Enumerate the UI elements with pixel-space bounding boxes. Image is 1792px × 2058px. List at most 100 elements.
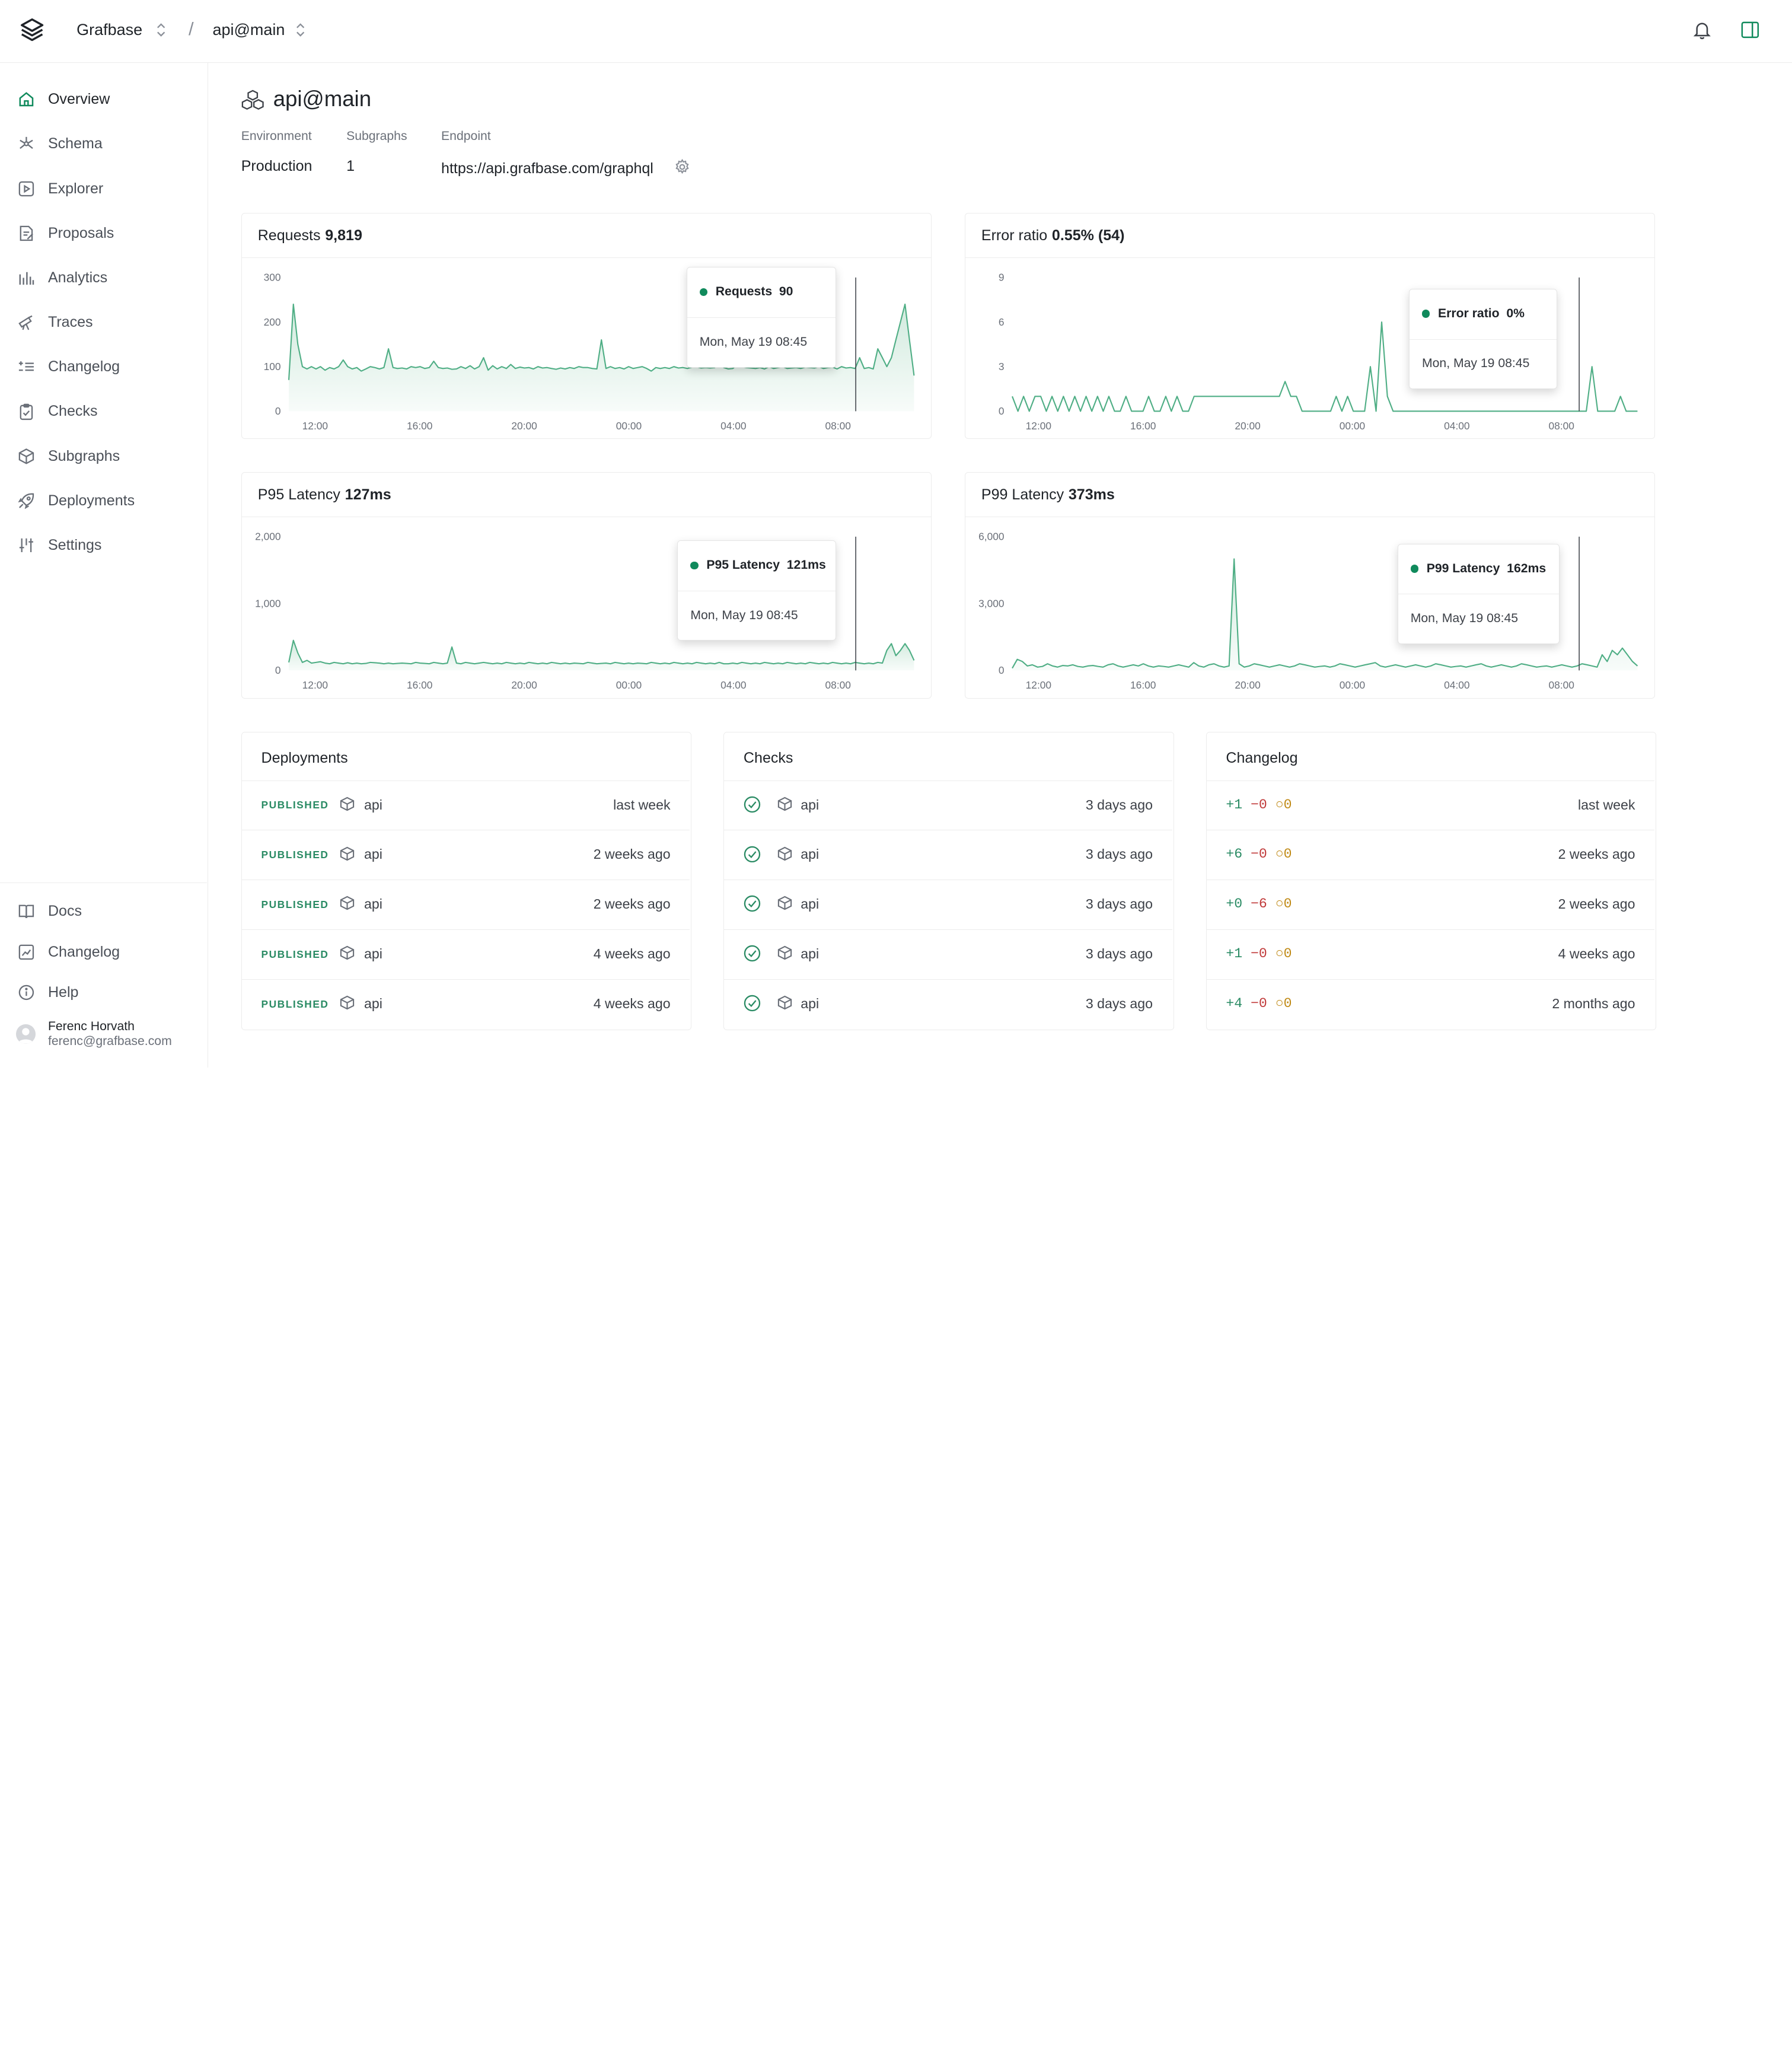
sidebar-item-label: Analytics: [47, 269, 108, 286]
endpoint-value[interactable]: https://api.grafbase.com/graphql: [441, 160, 653, 177]
org-switcher-label[interactable]: Grafbase: [76, 20, 143, 39]
book-icon: [18, 904, 34, 918]
tooltip-date: Mon, May 19 08:45: [690, 608, 798, 622]
changelog-row[interactable]: +0 −6 ○0 2 weeks ago: [1206, 880, 1655, 929]
x-tick-label: 04:00: [1444, 679, 1469, 691]
card-title-label: P99 Latency: [981, 486, 1064, 504]
change-counts: +1 −0 ○0: [1226, 797, 1292, 813]
changelog-icon: [18, 361, 34, 371]
added-count: +1: [1226, 946, 1243, 962]
cube-icon: [777, 995, 792, 1010]
tooltip-value: 0%: [1506, 306, 1525, 320]
panel-toggle-icon[interactable]: [1740, 20, 1761, 40]
error-ratio-tooltip: Error ratio 0% Mon, May 19 08:45: [1408, 288, 1558, 390]
sidebar-item-deployments[interactable]: Deployments: [0, 483, 207, 518]
removed-count: −6: [1251, 896, 1267, 912]
tooltip-value: 90: [779, 285, 793, 299]
user-email: ferenc@grafbase.com: [47, 1034, 172, 1049]
sidebar-item-changelog-bottom[interactable]: Changelog: [0, 935, 207, 970]
deployment-row[interactable]: PUBLISHED api 4 weeks ago: [241, 979, 690, 1028]
series-dot: [1422, 310, 1430, 318]
p99-latency-chart[interactable]: 0 3,000 6,000 12:00 16:00 20:00 00:00 04:00 08:0…: [965, 518, 1653, 697]
deployment-row[interactable]: PUBLISHED api 4 weeks ago: [241, 929, 690, 979]
deployment-row[interactable]: PUBLISHED api last week: [241, 780, 690, 830]
p95-latency-chart[interactable]: 0 1,000 2,000 12:00 16:00 20:00 00:00 04:00 08:0…: [242, 518, 930, 697]
row-timestamp: 2 weeks ago: [593, 896, 671, 912]
status-badge: PUBLISHED: [261, 998, 329, 1010]
branch-switcher-label[interactable]: api@main: [212, 20, 285, 39]
tooltip-label: Requests 90: [716, 285, 793, 299]
sidebar-item-checks[interactable]: Checks: [0, 394, 207, 429]
y-tick-label: 300: [263, 271, 280, 283]
removed-count: −0: [1251, 996, 1267, 1011]
row-timestamp: 3 days ago: [1085, 797, 1153, 813]
row-timestamp: 2 weeks ago: [1558, 896, 1635, 912]
home-icon: [19, 92, 34, 107]
cube-icon: [340, 945, 354, 960]
series-dot: [690, 561, 699, 569]
tooltip-header: [687, 267, 836, 318]
changelog-row[interactable]: +1 −0 ○0 last week: [1206, 780, 1655, 830]
check-circle-icon: [744, 945, 761, 962]
cube-icon: [340, 797, 354, 811]
sidebar-item-settings[interactable]: Settings: [0, 528, 207, 563]
sidebar-item-docs[interactable]: Docs: [0, 894, 207, 928]
check-row[interactable]: api 3 days ago: [724, 979, 1172, 1028]
removed-count: −0: [1251, 946, 1267, 962]
sidebar-item-overview[interactable]: Overview: [0, 82, 207, 117]
row-timestamp: 3 days ago: [1085, 896, 1153, 912]
subgraph-name: api: [801, 797, 820, 813]
tooltip-series: P95 Latency: [706, 557, 780, 572]
cube-icon: [340, 995, 354, 1010]
tooltip-header: [1409, 289, 1557, 340]
sidebar-item-explorer[interactable]: Explorer: [0, 171, 207, 206]
cube-icon: [340, 846, 354, 861]
check-row[interactable]: api 3 days ago: [724, 780, 1172, 830]
changelog-row[interactable]: +1 −0 ○0 4 weeks ago: [1206, 929, 1655, 979]
tooltip-date: Mon, May 19 08:45: [1422, 356, 1530, 371]
deployments-title: Deployments: [261, 749, 348, 766]
subgraph-name: api: [801, 896, 820, 912]
changelog-card: Changelog +1 −0 ○0 last week +6 −0 ○0 2 wee…: [1206, 731, 1657, 1030]
breadcrumb-separator: /: [189, 18, 194, 39]
sidebar-item-analytics[interactable]: Analytics: [0, 260, 207, 295]
sidebar-item-changelog[interactable]: Changelog: [0, 350, 207, 384]
sidebar-item-traces[interactable]: Traces: [0, 305, 207, 340]
check-row[interactable]: api 3 days ago: [724, 880, 1172, 929]
x-tick-label: 08:00: [825, 420, 850, 432]
deployment-row[interactable]: PUBLISHED api 2 weeks ago: [241, 880, 690, 929]
sidebar-item-label: Changelog: [47, 944, 120, 961]
changelog-row[interactable]: +6 −0 ○0 2 weeks ago: [1206, 830, 1655, 879]
changelog-row[interactable]: +4 −0 ○0 2 months ago: [1206, 979, 1655, 1028]
y-tick-label: 2,000: [255, 531, 280, 543]
branch-switcher-chevron-icon[interactable]: [295, 22, 306, 38]
check-row[interactable]: api 3 days ago: [724, 929, 1172, 979]
x-tick-label: 20:00: [511, 420, 537, 432]
org-switcher-chevron-icon[interactable]: [155, 22, 167, 38]
tooltip-header: [678, 541, 836, 591]
sidebar-item-subgraphs[interactable]: Subgraphs: [0, 439, 207, 473]
deployment-row[interactable]: PUBLISHED api 2 weeks ago: [241, 830, 690, 879]
p99-latency-card: P99 Latency 373ms 0 3,000 6,000 12:00 16:00 20…: [964, 472, 1656, 699]
subgraph-name: api: [801, 846, 820, 862]
bell-icon[interactable]: [1692, 20, 1713, 40]
x-tick-label: 16:00: [1130, 679, 1156, 691]
x-tick-label: 00:00: [616, 679, 642, 691]
grafbase-logo-icon[interactable]: [18, 16, 46, 43]
top-bar: Grafbase / api@main: [0, 0, 1792, 63]
tooltip-label: P95 Latency 121ms: [706, 558, 825, 572]
modified-count: ○0: [1275, 896, 1292, 912]
subgraphs-cluster-icon: [241, 90, 264, 110]
sidebar-item-proposals[interactable]: Proposals: [0, 216, 207, 250]
y-tick-label: 6: [999, 316, 1005, 327]
error-ratio-chart[interactable]: 0 3 6 9 12:00 16:00 20:00 00:00 04:00 08:00: [965, 259, 1653, 438]
sidebar-item-label: Traces: [47, 314, 93, 331]
tooltip-value: 162ms: [1507, 561, 1547, 575]
check-row[interactable]: api 3 days ago: [724, 830, 1172, 879]
cube-icon: [777, 846, 792, 861]
sidebar-item-help[interactable]: Help: [0, 975, 207, 1009]
gear-icon[interactable]: [674, 158, 690, 175]
sidebar-item-schema[interactable]: Schema: [0, 127, 207, 161]
modified-count: ○0: [1275, 946, 1292, 962]
cube-icon: [777, 797, 792, 811]
